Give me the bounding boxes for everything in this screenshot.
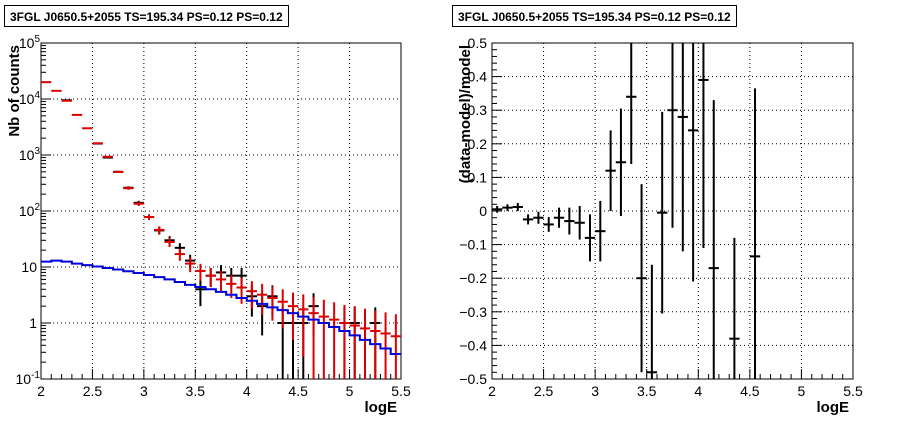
x-tick-label: 4.5 (288, 383, 308, 399)
x-tick-label: 4.5 (740, 383, 760, 399)
series-1 (41, 81, 401, 379)
y-tick-label: −0.1 (459, 237, 487, 253)
y-tick-label: 0.3 (468, 102, 488, 118)
y-tick-label: 0.2 (468, 136, 488, 152)
y-axis-title: Nb of counts (6, 45, 23, 137)
y-tick-label: 0.1 (468, 169, 488, 185)
series-0 (492, 43, 761, 379)
y-tick-label: 105 (19, 34, 41, 51)
y-tick-label: −0.2 (459, 270, 487, 286)
x-tick-label: 4 (243, 383, 251, 399)
series-0 (61, 99, 381, 379)
panel-residuals: 2 2.5 3 3.5 4 4.5 5 5.5 −0.5 −0.4 −0.3 −0.2 −0.1 0 0.1… (457, 35, 863, 416)
y-tick-label: 10 (21, 259, 37, 275)
y-tick-label: 0.5 (468, 35, 488, 51)
x-tick-label: 2.5 (83, 383, 103, 399)
x-tick-label: 2 (37, 383, 45, 399)
panel-counts: 2 2.5 3 3.5 4 4.5 5 5.5 10-1 1 10 102 103 104 105 logE N… (6, 34, 411, 416)
x-tick-label: 5 (798, 383, 806, 399)
x-tick-label: 5.5 (391, 383, 411, 399)
x-tick-label: 3.5 (186, 383, 206, 399)
y-tick-label: 1 (29, 315, 37, 331)
y-tick-label: −0.5 (459, 371, 487, 387)
x-axis-title: logE (817, 399, 850, 416)
x-tick-label: 2 (488, 383, 496, 399)
x-tick-label: 2.5 (534, 383, 554, 399)
x-tick-label: 4 (694, 383, 702, 399)
x-tick-label: 5.5 (843, 383, 863, 399)
x-tick-label: 3 (140, 383, 148, 399)
x-tick-label: 5 (346, 383, 354, 399)
series-2 (41, 259, 401, 355)
y-tick-label: 104 (19, 90, 41, 107)
y-tick-label: −0.4 (459, 337, 487, 353)
y-axis-title: (data-model)/model (457, 45, 474, 183)
y-tick-label: 10-1 (16, 370, 41, 387)
y-tick-label: 0.4 (468, 69, 488, 85)
x-axis-title: logE (365, 399, 398, 416)
x-tick-label: 3.5 (637, 383, 657, 399)
left-plot-title: 3FGL J0650.5+2055 TS=195.34 PS=0.12 PS=0… (4, 5, 289, 27)
y-tick-label: 102 (19, 202, 41, 219)
y-tick-label: −0.3 (459, 304, 487, 320)
right-plot-title: 3FGL J0650.5+2055 TS=195.34 PS=0.12 PS=0… (452, 5, 737, 27)
model-step-line (41, 259, 401, 355)
y-tick-label: 103 (19, 146, 41, 163)
x-tick-label: 3 (591, 383, 599, 399)
y-tick-label: 0 (479, 203, 487, 219)
